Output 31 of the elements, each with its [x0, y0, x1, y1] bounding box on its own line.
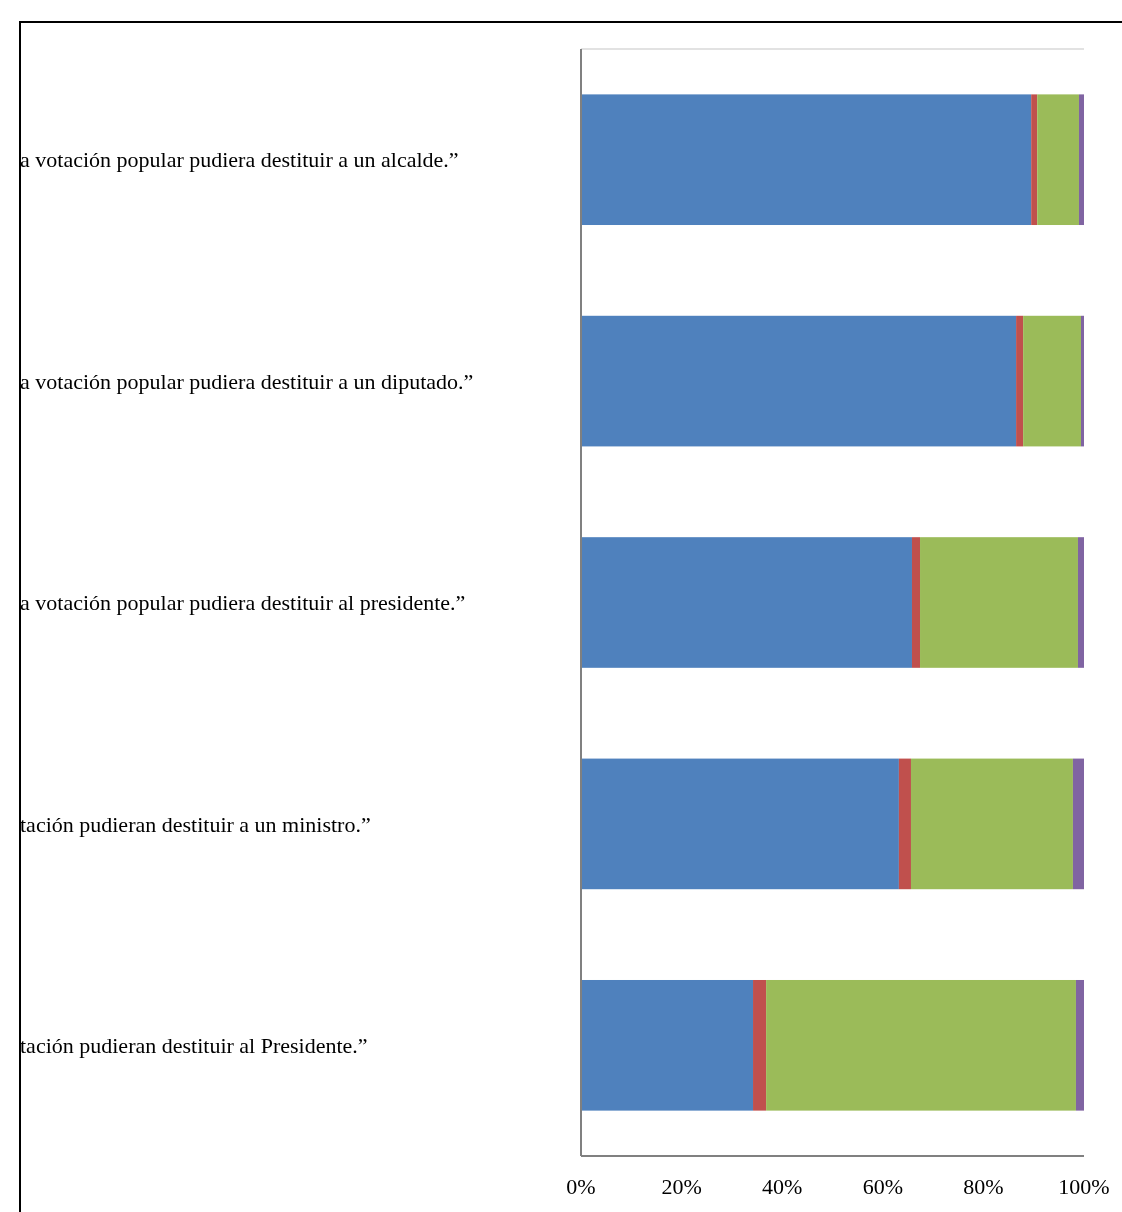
x-tick-label: 40%: [762, 1174, 803, 1199]
y-tick-label: tación pudieran destituir al Presidente.”: [20, 1033, 368, 1058]
y-tick-label: a votación popular pudiera destituir al presidente.”: [20, 590, 466, 616]
bar: [1016, 315, 1024, 447]
bar: [910, 758, 1073, 890]
bar: [920, 537, 1078, 668]
bar: [753, 979, 767, 1111]
bar: [1080, 315, 1084, 447]
bar: [1031, 94, 1038, 226]
y-tick-label: a votación popular pudiera destituir a un alcalde.”: [20, 147, 459, 173]
bar: [581, 979, 754, 1111]
bar: [1077, 537, 1084, 668]
bar: [1023, 315, 1081, 447]
bar: [766, 979, 1076, 1111]
bar: [581, 758, 899, 890]
y-tick-label: tación pudieran destituir a un ministro.”: [20, 811, 371, 837]
x-tick-label: 20%: [661, 1174, 702, 1199]
bar: [898, 758, 911, 890]
bar: [1078, 94, 1084, 226]
bar: [1075, 979, 1084, 1111]
bar: [1037, 94, 1079, 226]
bar: [911, 537, 921, 668]
bar: [1072, 758, 1084, 890]
x-tick-label: 0%: [566, 1174, 596, 1199]
bar: [581, 537, 912, 668]
bar: [581, 315, 1017, 447]
x-tick-label: 100%: [1058, 1174, 1110, 1199]
y-tick-label: a votación popular pudiera destituir a un diputado.”: [20, 368, 474, 394]
x-tick-label: 80%: [963, 1174, 1004, 1199]
bar: [581, 94, 1032, 226]
x-tick-label: 60%: [862, 1174, 903, 1199]
